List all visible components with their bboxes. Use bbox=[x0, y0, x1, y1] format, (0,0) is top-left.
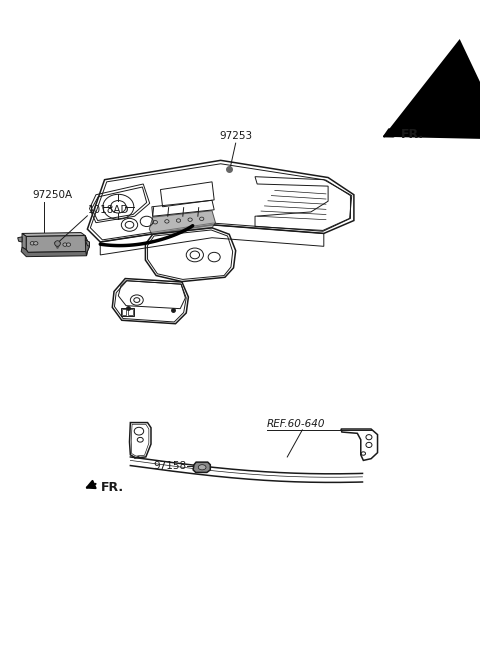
Text: 97158: 97158 bbox=[153, 461, 186, 472]
Polygon shape bbox=[22, 234, 26, 250]
Ellipse shape bbox=[66, 243, 71, 246]
Polygon shape bbox=[26, 236, 89, 253]
Ellipse shape bbox=[30, 241, 35, 245]
Text: 97250A: 97250A bbox=[32, 190, 72, 200]
Polygon shape bbox=[193, 462, 210, 472]
Text: FR.: FR. bbox=[401, 128, 424, 140]
Ellipse shape bbox=[165, 220, 169, 223]
Polygon shape bbox=[149, 211, 216, 234]
Bar bbox=[128, 309, 132, 315]
Bar bbox=[121, 308, 134, 316]
Ellipse shape bbox=[34, 241, 38, 245]
Polygon shape bbox=[85, 240, 89, 246]
Polygon shape bbox=[85, 236, 89, 256]
Polygon shape bbox=[21, 247, 87, 256]
Text: FR.: FR. bbox=[101, 481, 124, 493]
Ellipse shape bbox=[176, 219, 180, 222]
Bar bbox=[122, 309, 127, 315]
Polygon shape bbox=[18, 237, 22, 242]
Ellipse shape bbox=[188, 218, 192, 221]
Text: 97253: 97253 bbox=[219, 131, 252, 142]
Ellipse shape bbox=[200, 217, 204, 220]
Ellipse shape bbox=[153, 220, 157, 224]
Ellipse shape bbox=[198, 464, 206, 470]
Text: 1018AD: 1018AD bbox=[87, 205, 129, 215]
Text: REF.60-640: REF.60-640 bbox=[267, 419, 325, 429]
Ellipse shape bbox=[63, 243, 67, 246]
Polygon shape bbox=[131, 457, 362, 482]
Polygon shape bbox=[22, 233, 85, 236]
